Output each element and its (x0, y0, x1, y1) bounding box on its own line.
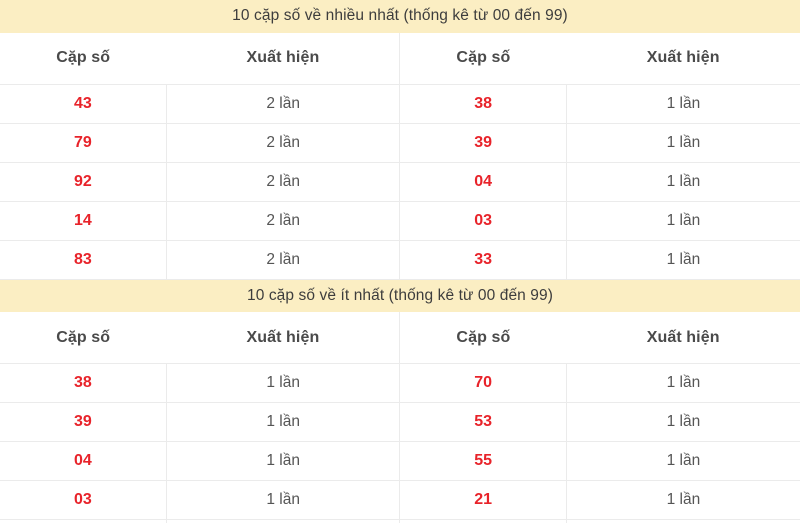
appearance-count: 2 lần (165, 162, 400, 202)
appearance-count: 1 lần (565, 240, 800, 280)
column-header-pair-left: Cặp số (0, 312, 167, 364)
pair-number: 39 (0, 402, 167, 442)
appearance-count: 1 lần (565, 441, 800, 481)
least-frequent-pairs-table: Cặp số Xuất hiện Cặp số Xuất hiện 38 1 l… (0, 312, 800, 523)
table-row: 83 2 lần 33 1 lần (0, 240, 800, 280)
column-header-pair-right: Cặp số (399, 32, 567, 85)
pair-number: 14 (0, 201, 167, 241)
table-row: 04 1 lần 55 1 lần (0, 441, 800, 481)
appearance-count: 1 lần (165, 363, 400, 403)
appearance-count: 1 lần (165, 441, 400, 481)
column-header-count-left: Xuất hiện (166, 312, 400, 364)
appearance-count: 1 lần (565, 123, 800, 163)
appearance-count: 1 lần (565, 480, 800, 520)
table-row: 14 2 lần 03 1 lần (0, 201, 800, 241)
column-header-count-right: Xuất hiện (566, 312, 800, 364)
pair-number: 92 (0, 162, 167, 202)
column-header-pair-right: Cặp số (399, 312, 567, 364)
column-header-count-right: Xuất hiện (566, 32, 800, 85)
pair-number: 20 (399, 519, 567, 523)
table-row: 39 1 lần 53 1 lần (0, 402, 800, 442)
appearance-count: 2 lần (165, 201, 400, 241)
table-header-row: Cặp số Xuất hiện Cặp số Xuất hiện (0, 312, 800, 364)
appearance-count: 1 lần (565, 402, 800, 442)
appearance-count: 1 lần (565, 162, 800, 202)
pair-number: 21 (399, 480, 567, 520)
pair-number: 79 (0, 123, 167, 163)
appearance-count: 2 lần (165, 123, 400, 163)
column-header-pair-left: Cặp số (0, 32, 167, 85)
pair-number: 38 (0, 363, 167, 403)
pair-number: 70 (399, 363, 567, 403)
appearance-count: 2 lần (165, 84, 400, 124)
appearance-count: 1 lần (565, 84, 800, 124)
appearance-count: 2 lần (165, 240, 400, 280)
table-row: 79 2 lần 39 1 lần (0, 123, 800, 163)
table-header-row: Cặp số Xuất hiện Cặp số Xuất hiện (0, 32, 800, 85)
column-header-count-left: Xuất hiện (166, 32, 400, 85)
pair-number: 55 (399, 441, 567, 481)
pair-number: 33 (399, 240, 567, 280)
appearance-count: 1 lần (165, 480, 400, 520)
pair-number: 83 (0, 240, 167, 280)
pair-number: 39 (399, 123, 567, 163)
table-row: 33 1 lần 20 1 lần (0, 519, 800, 523)
pair-number: 03 (399, 201, 567, 241)
pair-number: 43 (0, 84, 167, 124)
most-frequent-pairs-table: Cặp số Xuất hiện Cặp số Xuất hiện 43 2 l… (0, 32, 800, 280)
pair-number: 04 (0, 441, 167, 481)
table-row: 03 1 lần 21 1 lần (0, 480, 800, 520)
pair-number: 03 (0, 480, 167, 520)
pair-number: 04 (399, 162, 567, 202)
table-row: 38 1 lần 70 1 lần (0, 363, 800, 403)
appearance-count: 1 lần (165, 402, 400, 442)
table-row: 92 2 lần 04 1 lần (0, 162, 800, 202)
section-title-most-frequent: 10 cặp số về nhiều nhất (thống kê từ 00 … (0, 0, 800, 33)
appearance-count: 1 lần (565, 519, 800, 523)
table-row: 43 2 lần 38 1 lần (0, 84, 800, 124)
appearance-count: 1 lần (565, 201, 800, 241)
appearance-count: 1 lần (565, 363, 800, 403)
pair-number: 53 (399, 402, 567, 442)
pair-number: 33 (0, 519, 167, 523)
pair-number: 38 (399, 84, 567, 124)
section-title-least-frequent: 10 cặp số về ít nhất (thống kê từ 00 đến… (0, 279, 800, 312)
appearance-count: 1 lần (165, 519, 400, 523)
